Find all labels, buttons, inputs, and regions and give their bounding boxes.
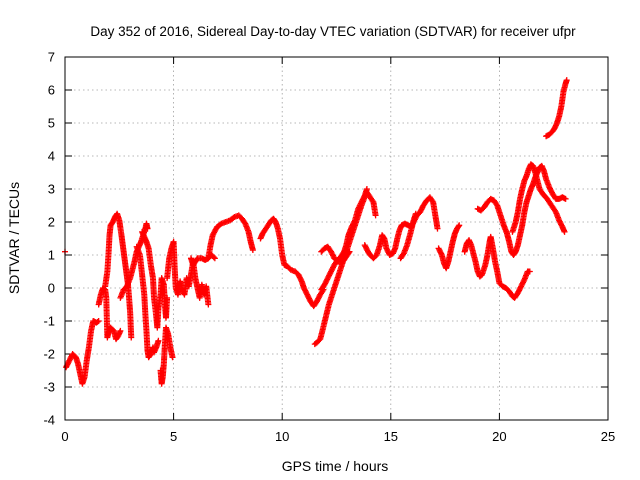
data-point (562, 195, 569, 202)
x-tick-label: 10 (275, 429, 289, 444)
data-point (144, 225, 151, 232)
y-axis-label: SDTVAR / TECUs (6, 182, 22, 294)
y-tick-label: -3 (43, 380, 55, 395)
y-tick-label: 3 (48, 182, 55, 197)
data-point (128, 334, 135, 341)
y-tick-label: 5 (48, 116, 55, 131)
data-point (438, 250, 445, 257)
plot-frame (64, 56, 609, 421)
data-point (155, 337, 162, 344)
data-point (169, 354, 176, 361)
data-point (372, 212, 379, 219)
y-tick-label: 4 (48, 149, 55, 164)
data-point (205, 301, 212, 308)
data-point (563, 77, 570, 84)
data-point (249, 247, 256, 254)
y-tick-label: 2 (48, 215, 55, 230)
data-point (94, 318, 101, 325)
x-tick-label: 5 (170, 429, 177, 444)
data-point (434, 225, 441, 232)
x-tick-label: 25 (601, 429, 615, 444)
data-point (412, 210, 419, 217)
x-tick-label: 15 (384, 429, 398, 444)
y-tick-label: -1 (43, 314, 55, 329)
y-tick-label: -2 (43, 347, 55, 362)
data-point (95, 318, 102, 324)
data-point (493, 201, 500, 208)
y-tick-label: 0 (48, 281, 55, 296)
x-tick-labels: 0 5 10 15 20 25 (61, 429, 615, 444)
data-point (346, 248, 353, 255)
data-point (210, 254, 217, 261)
data-point (351, 218, 358, 225)
y-tick-label: 1 (48, 248, 55, 263)
y-tick-label: 6 (48, 83, 55, 98)
data-point (561, 228, 568, 235)
data-point (429, 197, 436, 204)
data-point (455, 223, 462, 230)
data-point (345, 249, 352, 256)
data-point (164, 294, 171, 301)
x-tick-label: 0 (61, 429, 68, 444)
data-point (520, 278, 527, 285)
data-point (117, 327, 124, 334)
data-point (369, 197, 376, 204)
data-points (62, 77, 570, 387)
y-tick-labels: -4 -3 -2 -1 0 1 2 3 4 5 6 7 (43, 50, 55, 428)
x-tick-label: 20 (492, 429, 506, 444)
y-tick-label: 7 (48, 50, 55, 65)
data-point (211, 255, 218, 262)
data-point (363, 186, 370, 192)
x-axis-label: GPS time / hours (282, 458, 389, 474)
data-point (456, 222, 463, 229)
data-point (526, 268, 533, 275)
y-tick-label: -4 (43, 413, 55, 428)
chart-title: Day 352 of 2016, Sidereal Day-to-day VTE… (90, 24, 576, 39)
